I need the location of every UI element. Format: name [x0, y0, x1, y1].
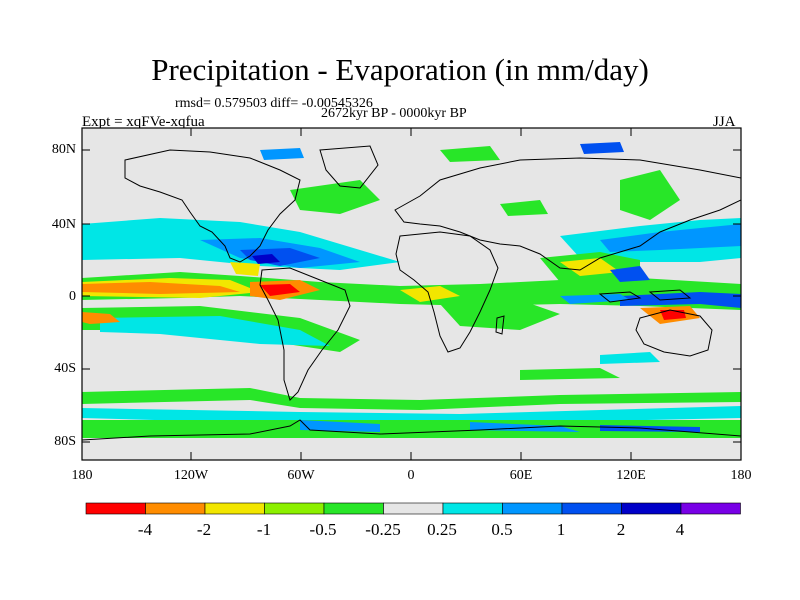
- contour-region: [260, 284, 300, 296]
- lat-label-80s: 80S: [54, 434, 76, 449]
- contour-region: [560, 294, 630, 304]
- colorbar-swatch: [383, 502, 444, 515]
- stats-text: rmsd= 0.579503 diff= -0.00545326: [175, 96, 373, 111]
- contour-region: [580, 142, 624, 154]
- lat-label-80n: 80N: [51, 142, 76, 157]
- colorbar-swatch: [85, 502, 146, 515]
- contour-region: [600, 224, 741, 252]
- contour-region: [82, 282, 240, 294]
- axis-ticks: [82, 128, 741, 460]
- colorbar-label: -1: [256, 520, 272, 539]
- period-text: 2672kyr BP - 0000kyr BP: [321, 106, 467, 121]
- colorbar-swatch: [204, 502, 265, 515]
- contour-region: [440, 146, 500, 162]
- lat-label-eq: 0: [69, 289, 76, 304]
- lat-label-40n: 40N: [51, 217, 76, 232]
- contour-region: [260, 148, 304, 160]
- lon-label-180w: 180: [71, 468, 93, 483]
- contour-region: [520, 368, 620, 380]
- coastlines: [82, 145, 741, 441]
- contour-region: [660, 310, 686, 320]
- contour-region: [82, 312, 120, 324]
- colorbar-swatch: [442, 502, 503, 515]
- contour-region: [600, 352, 660, 364]
- contour-region: [400, 286, 460, 302]
- colorbar-label: 0.5: [491, 520, 513, 539]
- contour-region: [610, 266, 650, 282]
- colorbar-label: -4: [137, 520, 153, 539]
- colorbar-label: 2: [616, 520, 626, 539]
- lon-label-0: 0: [407, 468, 415, 483]
- season-label: JJA: [713, 114, 736, 130]
- lon-label-120e: 120E: [616, 468, 646, 483]
- colorbar-swatch: [561, 502, 622, 515]
- lon-label-120w: 120W: [173, 468, 209, 483]
- colorbar-label: 1: [556, 520, 566, 539]
- colorbar-swatch: [323, 502, 384, 515]
- lon-label-60e: 60E: [509, 468, 533, 483]
- map-title: Precipitation - Evaporation (in mm/day): [151, 52, 649, 87]
- experiment-label: Expt = xqFVe-xqfua: [82, 114, 205, 130]
- contour-region: [620, 292, 741, 308]
- contour-region: [100, 316, 330, 346]
- contour-region: [82, 420, 741, 438]
- contour-region: [300, 420, 380, 432]
- contour-region: [290, 180, 380, 214]
- lon-label-60w: 60W: [287, 468, 315, 483]
- colorbar-label: 0.25: [427, 520, 457, 539]
- colorbar-label: -2: [196, 520, 212, 539]
- contour-region: [620, 170, 680, 220]
- colorbar-swatch: [502, 502, 563, 515]
- contour-region: [252, 254, 280, 264]
- contour-region: [560, 258, 620, 276]
- colorbar: [85, 502, 741, 515]
- colorbar-swatch: [264, 502, 325, 515]
- contour-field: [82, 142, 741, 438]
- colorbar-swatch: [145, 502, 206, 515]
- colorbar-swatch: [621, 502, 682, 515]
- contour-region: [82, 388, 741, 410]
- contour-region: [440, 300, 560, 330]
- colorbar-label: 4: [675, 520, 685, 539]
- contour-region: [230, 262, 260, 276]
- contour-region: [82, 406, 741, 424]
- colorbar-label: -0.25: [365, 520, 401, 539]
- lat-label-40s: 40S: [54, 361, 76, 376]
- colorbar-swatch: [680, 502, 741, 515]
- contour-region: [500, 200, 548, 216]
- lon-label-180e: 180: [730, 468, 752, 483]
- colorbar-label: -0.5: [309, 520, 337, 539]
